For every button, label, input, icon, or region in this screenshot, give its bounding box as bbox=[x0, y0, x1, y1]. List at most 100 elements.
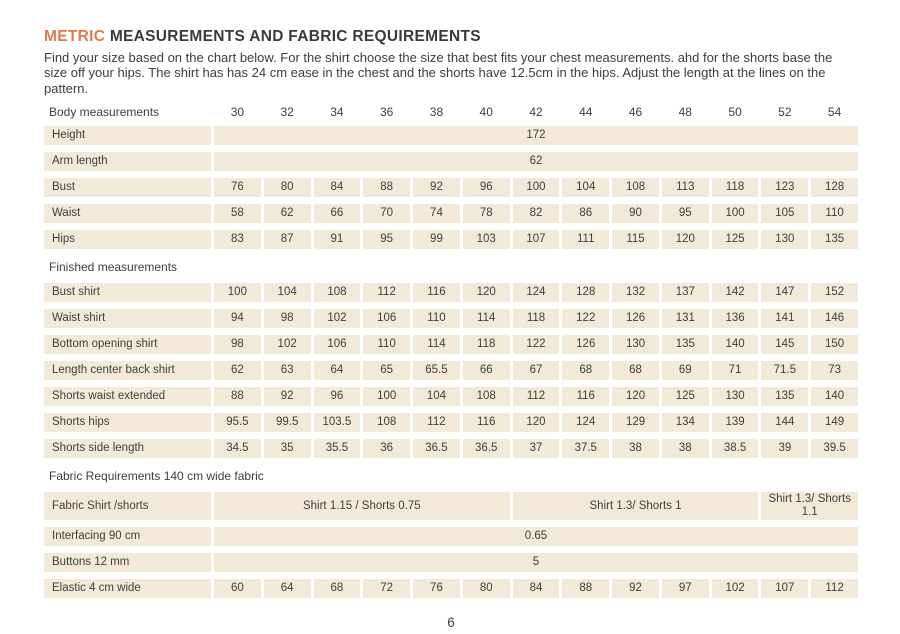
value-cell: 140 bbox=[711, 335, 759, 355]
value-cell: 112 bbox=[413, 413, 460, 433]
value-cell: 36 bbox=[363, 439, 411, 459]
title-rest: MEASUREMENTS AND FABRIC REQUIREMENTS bbox=[105, 28, 481, 45]
row-label: Bottom opening shirt bbox=[44, 335, 211, 355]
value-cell: 69 bbox=[661, 361, 709, 381]
value-cell: 87 bbox=[263, 230, 311, 250]
size-column-header: 36 bbox=[380, 104, 394, 119]
value-cell: 124 bbox=[562, 413, 610, 433]
value-cell: 120 bbox=[612, 387, 659, 407]
value-cell: 92 bbox=[612, 579, 659, 599]
value-cell: 38 bbox=[612, 439, 659, 459]
value-cell: 102 bbox=[711, 579, 759, 599]
value-cell: 144 bbox=[761, 413, 809, 433]
value-cell: 110 bbox=[413, 309, 460, 329]
value-cell: 128 bbox=[811, 178, 858, 198]
value-cell: 147 bbox=[761, 283, 809, 303]
value-cell: 94 bbox=[214, 309, 261, 329]
value-cell: 145 bbox=[761, 335, 809, 355]
value-cell: 103 bbox=[462, 230, 510, 250]
section-header: Fabric Requirements 140 cm wide fabric bbox=[49, 469, 264, 484]
value-cell: 95.5 bbox=[214, 413, 261, 433]
value-cell: 83 bbox=[214, 230, 261, 250]
value-cell: 120 bbox=[462, 283, 510, 303]
value-cell: 104 bbox=[263, 283, 311, 303]
value-cell: 88 bbox=[363, 178, 411, 198]
merged-value-cell: 172 bbox=[214, 126, 858, 146]
value-cell: 36.5 bbox=[462, 439, 510, 459]
value-cell: 107 bbox=[761, 579, 809, 599]
row-label: Bust shirt bbox=[44, 283, 211, 303]
value-cell: 95 bbox=[363, 230, 411, 250]
value-cell: 120 bbox=[661, 230, 709, 250]
value-cell: 152 bbox=[811, 283, 858, 303]
size-column-header: 48 bbox=[678, 104, 692, 119]
value-cell: 86 bbox=[562, 204, 610, 224]
value-cell: 39.5 bbox=[811, 439, 858, 459]
value-cell: 118 bbox=[462, 335, 510, 355]
value-cell: 100 bbox=[711, 204, 759, 224]
value-cell: 137 bbox=[661, 283, 709, 303]
row-label: Height bbox=[44, 126, 211, 146]
value-cell: 100 bbox=[512, 178, 560, 198]
merged-value-cell: 5 bbox=[214, 553, 858, 573]
value-cell: 99 bbox=[413, 230, 460, 250]
value-cell: 108 bbox=[612, 178, 659, 198]
row-label: Length center back shirt bbox=[44, 361, 211, 381]
value-cell: 111 bbox=[562, 230, 610, 250]
value-cell: 126 bbox=[562, 335, 610, 355]
value-cell: 97 bbox=[661, 579, 709, 599]
value-cell: 88 bbox=[562, 579, 610, 599]
value-cell: 134 bbox=[661, 413, 709, 433]
value-cell: 123 bbox=[761, 178, 809, 198]
row-label: Elastic 4 cm wide bbox=[44, 579, 211, 599]
value-cell: 92 bbox=[413, 178, 460, 198]
size-column-header: 34 bbox=[330, 104, 344, 119]
row-label: Waist bbox=[44, 204, 211, 224]
value-cell: 129 bbox=[612, 413, 659, 433]
value-cell: 112 bbox=[363, 283, 411, 303]
value-cell: 105 bbox=[761, 204, 809, 224]
value-cell: 131 bbox=[661, 309, 709, 329]
value-cell: 125 bbox=[711, 230, 759, 250]
value-cell: 113 bbox=[661, 178, 709, 198]
size-column-header: 40 bbox=[479, 104, 493, 119]
size-column-header: 50 bbox=[728, 104, 742, 119]
size-column-header: 46 bbox=[628, 104, 643, 119]
value-cell: 114 bbox=[462, 309, 510, 329]
value-cell: 130 bbox=[612, 335, 659, 355]
value-cell: 112 bbox=[512, 387, 560, 407]
value-cell: 103.5 bbox=[313, 413, 361, 433]
value-cell: 80 bbox=[462, 579, 510, 599]
value-cell: 37 bbox=[512, 439, 560, 459]
value-cell: 140 bbox=[811, 387, 858, 407]
value-cell: 90 bbox=[612, 204, 659, 224]
value-cell: 37.5 bbox=[562, 439, 610, 459]
value-cell: 110 bbox=[811, 204, 858, 224]
value-cell: 141 bbox=[761, 309, 809, 329]
value-cell: 36.5 bbox=[413, 439, 460, 459]
row-label: Bust bbox=[44, 178, 211, 198]
value-cell: 70 bbox=[363, 204, 411, 224]
value-cell: 92 bbox=[263, 387, 311, 407]
value-cell: 104 bbox=[413, 387, 460, 407]
row-label: Interfacing 90 cm bbox=[44, 527, 211, 547]
value-cell: 120 bbox=[512, 413, 560, 433]
merged-value-cell: Shirt 1.15 / Shorts 0.75 bbox=[214, 492, 510, 521]
value-cell: 122 bbox=[562, 309, 610, 329]
value-cell: 68 bbox=[612, 361, 659, 381]
value-cell: 65 bbox=[363, 361, 411, 381]
merged-value-cell: 62 bbox=[214, 152, 858, 172]
row-label: Fabric Shirt /shorts bbox=[44, 492, 211, 521]
size-column-header: 30 bbox=[230, 104, 245, 119]
row-label: Arm length bbox=[44, 152, 211, 172]
column-header-label: Body measurements bbox=[49, 104, 160, 119]
merged-value-cell: Shirt 1.3/ Shorts 1.1 bbox=[761, 492, 858, 521]
value-cell: 124 bbox=[512, 283, 560, 303]
value-cell: 116 bbox=[413, 283, 460, 303]
value-cell: 80 bbox=[263, 178, 311, 198]
value-cell: 95 bbox=[661, 204, 709, 224]
value-cell: 96 bbox=[462, 178, 510, 198]
merged-value-cell: Shirt 1.3/ Shorts 1 bbox=[512, 492, 759, 521]
value-cell: 130 bbox=[761, 230, 809, 250]
